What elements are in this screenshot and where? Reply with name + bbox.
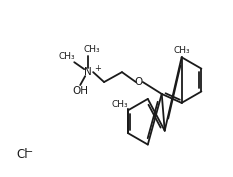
Text: OH: OH	[72, 86, 88, 96]
Text: N: N	[84, 67, 92, 77]
Text: O: O	[135, 77, 143, 87]
Text: +: +	[94, 64, 101, 73]
Text: CH₃: CH₃	[59, 52, 75, 61]
Text: CH₃: CH₃	[173, 46, 190, 55]
Text: CH₃: CH₃	[112, 100, 128, 109]
Text: −: −	[25, 147, 34, 156]
Text: CH₃: CH₃	[84, 45, 100, 54]
Text: Cl: Cl	[17, 148, 28, 161]
